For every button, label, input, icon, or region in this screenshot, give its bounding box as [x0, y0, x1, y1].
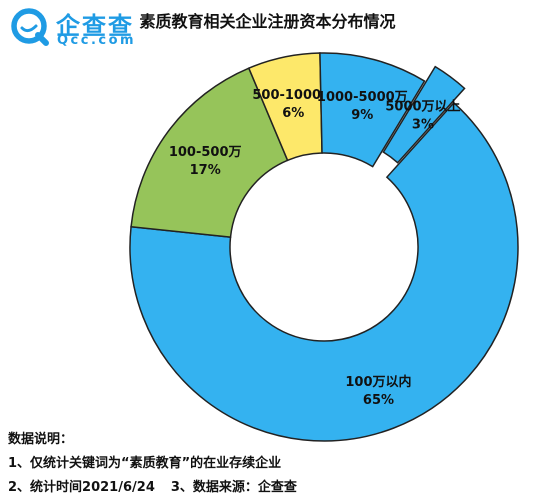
chart-title: 素质教育相关企业注册资本分布情况 [139, 12, 396, 31]
notes-stat-time: 2、统计时间2021/6/24 [8, 480, 155, 495]
data-notes: 数据说明： 1、仅统计关键词为“素质教育”的在业存续企业 2、统计时间2021/… [8, 428, 297, 500]
slice-category-4: 5000万以上 [385, 100, 460, 115]
slice-category-2: 500-1000万 [252, 88, 334, 103]
logo-name-cn: 企查查 [56, 12, 134, 40]
slice-label-2: 500-1000万 6% [252, 88, 334, 121]
slice-percent-2: 6% [282, 106, 304, 121]
notes-source: 3、数据来源：企查查 [170, 480, 297, 495]
slice-category-3: 1000-5000万 [317, 90, 408, 105]
slice-percent-4: 3% [412, 118, 434, 133]
slice-label-4: 5000万以上 3% [385, 100, 460, 133]
slice-1 [130, 67, 289, 238]
slice-percent-3: 9% [351, 108, 373, 123]
slice-0 [129, 101, 519, 442]
slice-label-0: 100万以内 65% [345, 374, 411, 408]
notes-heading: 数据说明： [8, 432, 74, 447]
slice-3 [319, 52, 426, 168]
slice-category-1: 100-500万 [169, 145, 242, 160]
slice-label-1: 100-500万 17% [169, 145, 242, 178]
notes-line-2: 2、统计时间2021/6/24 3、数据来源：企查查 [8, 476, 297, 500]
slice-category-0: 100万以内 [345, 374, 411, 390]
logo: 企查查 Qcc.com [10, 6, 160, 48]
qcc-logo-icon [11, 8, 49, 46]
slice-percent-0: 65% [363, 393, 394, 408]
slice-label-3: 1000-5000万 9% [317, 90, 408, 123]
logo-name-en: Qcc.com [57, 33, 137, 48]
slice-percent-1: 17% [190, 163, 221, 178]
notes-line-1: 1、仅统计关键词为“素质教育”的在业存续企业 [8, 456, 282, 471]
slice-4 [382, 65, 466, 164]
